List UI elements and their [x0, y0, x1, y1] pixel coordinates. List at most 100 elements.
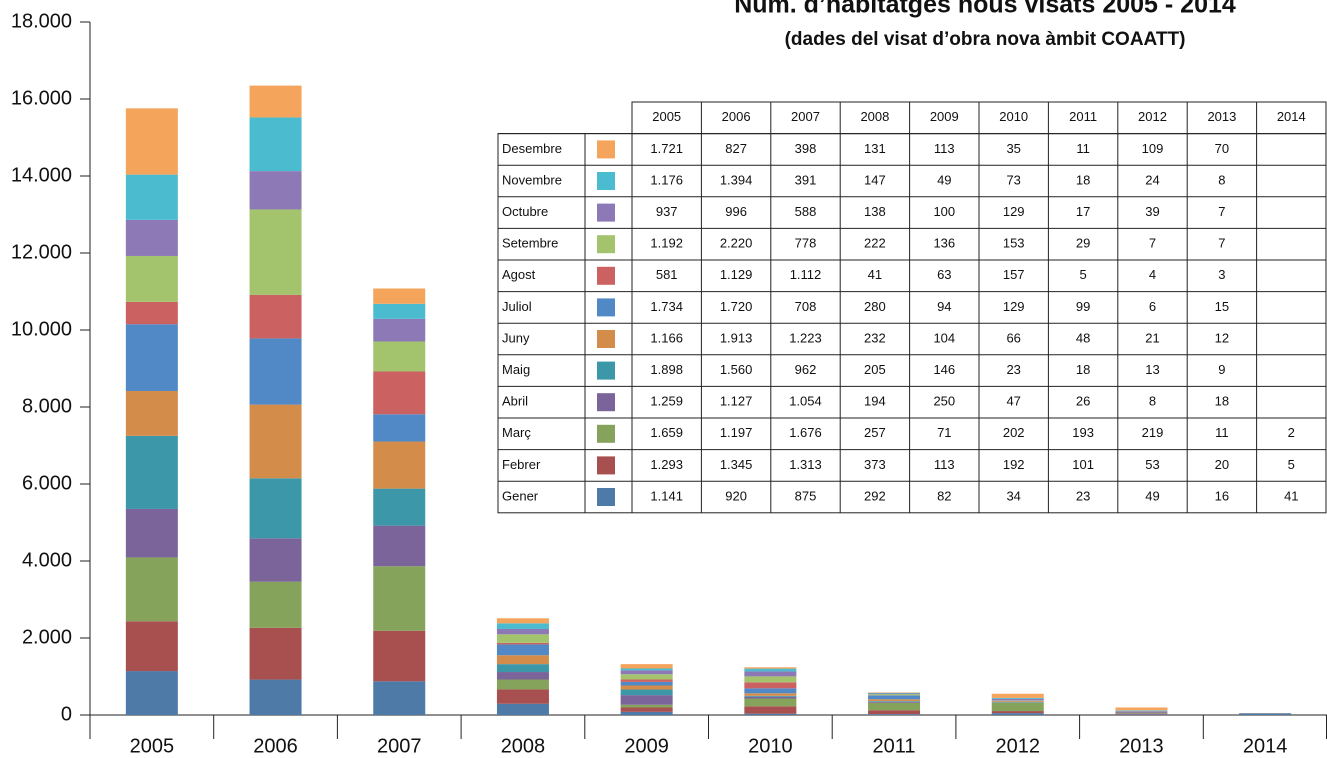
table-cell: 937: [656, 204, 678, 219]
bar-segment: [125, 508, 178, 558]
table-cell: 23: [1006, 362, 1020, 377]
table-cell: 1.054: [789, 394, 822, 409]
bar-segment: [868, 692, 921, 694]
table-header: 2010: [999, 109, 1028, 124]
table-cell: 21: [1145, 330, 1159, 345]
bar-segment: [868, 701, 921, 703]
table-row-label: Octubre: [502, 204, 548, 219]
bar-segment: [373, 525, 426, 567]
bar-segment: [620, 668, 673, 671]
bar-segment: [991, 702, 1044, 712]
chart-subtitle: (dades del visat d’obra nova àmbit COAAT…: [785, 29, 1186, 50]
table-cell: 20: [1215, 457, 1229, 472]
chart-title: Núm. d’habitatges nous visats 2005 - 201…: [734, 0, 1236, 19]
table-cell: 2.220: [720, 236, 753, 251]
bar-segment: [868, 693, 921, 695]
table-cell: 222: [864, 236, 886, 251]
table-cell: 70: [1215, 141, 1229, 156]
y-tick-label: 4.000: [22, 549, 72, 571]
bar-segment: [496, 703, 549, 715]
table-cell: 138: [864, 204, 886, 219]
bar-segment: [249, 581, 302, 628]
bar-segment: [496, 689, 549, 704]
bar-segment: [249, 85, 302, 118]
bar-segment: [249, 338, 302, 405]
x-tick-label: 2012: [996, 735, 1041, 757]
table-cell: 2: [1288, 425, 1295, 440]
bar-segment: [868, 702, 921, 711]
table-cell: 16: [1215, 488, 1229, 503]
table-cell: 280: [864, 299, 886, 314]
table-cell: 373: [864, 457, 886, 472]
bar-segment: [744, 706, 797, 714]
y-tick-label: 14.000: [11, 164, 72, 186]
table-cell: 1.141: [650, 488, 683, 503]
bar-segment: [125, 671, 178, 715]
legend-swatch: [597, 298, 615, 317]
table-cell: 875: [795, 488, 817, 503]
table-cell: 1.166: [650, 330, 683, 345]
y-tick-label: 10.000: [11, 318, 72, 340]
table-cell: 7: [1218, 204, 1225, 219]
bar-segment: [744, 695, 797, 697]
bar-segment: [744, 668, 797, 672]
table-header: 2007: [791, 109, 820, 124]
table-cell: 194: [864, 394, 886, 409]
bar-segment: [373, 303, 426, 319]
bar-segment: [991, 701, 1044, 703]
bar-segment: [125, 255, 178, 302]
x-tick-label: 2010: [748, 735, 793, 757]
table-cell: 1.345: [720, 457, 753, 472]
table-cell: 1.898: [650, 362, 683, 377]
legend-swatch: [597, 172, 615, 190]
table-cell: 1.721: [650, 141, 683, 156]
table-cell: 157: [1003, 267, 1025, 282]
table-cell: 1.913: [720, 330, 753, 345]
table-row-label: Maig: [502, 362, 530, 377]
table-cell: 202: [1003, 425, 1025, 440]
bar-segment: [496, 634, 549, 643]
y-tick-label: 0: [61, 703, 72, 725]
bar-segment: [496, 664, 549, 673]
bar-segment: [744, 696, 797, 699]
bar-segment: [744, 682, 797, 689]
table-cell: 5: [1288, 457, 1295, 472]
table-cell: 17: [1076, 204, 1090, 219]
table-cell: 53: [1145, 457, 1159, 472]
bar-segment: [744, 671, 797, 677]
bar-segment: [744, 676, 797, 683]
bar-segment: [249, 627, 302, 680]
bar-segment: [991, 701, 1044, 702]
bar-segment: [249, 478, 302, 539]
bar-segment: [620, 664, 673, 669]
bar-segment: [620, 707, 673, 712]
bar-segment: [125, 174, 178, 220]
bar-segment: [373, 341, 426, 372]
x-tick-label: 2006: [253, 735, 298, 757]
table-cell: 292: [864, 488, 886, 503]
table-cell: 71: [937, 425, 951, 440]
bar-segment: [249, 209, 302, 295]
bar-segment: [868, 701, 921, 702]
table-row-label: Novembre: [502, 172, 562, 187]
bar-segment: [620, 689, 673, 696]
table-cell: 4: [1149, 267, 1156, 282]
bar-segment: [373, 681, 426, 715]
table-cell: 7: [1149, 236, 1156, 251]
table-cell: 101: [1072, 457, 1094, 472]
table-cell: 193: [1072, 425, 1094, 440]
bar-segment: [373, 488, 426, 526]
table-cell: 73: [1006, 172, 1020, 187]
table-cell: 5: [1079, 267, 1086, 282]
bar-segment: [249, 171, 302, 210]
bar-segment: [249, 679, 302, 715]
y-tick-label: 8.000: [22, 395, 72, 417]
table-row-label: Abril: [502, 394, 528, 409]
table-header: 2011: [1069, 109, 1097, 124]
legend-swatch: [597, 140, 615, 159]
table-row-label: Març: [502, 425, 531, 440]
bar-segment: [249, 404, 302, 479]
table-cell: 6: [1149, 299, 1156, 314]
table-cell: 219: [1142, 425, 1164, 440]
table-cell: 99: [1076, 299, 1090, 314]
